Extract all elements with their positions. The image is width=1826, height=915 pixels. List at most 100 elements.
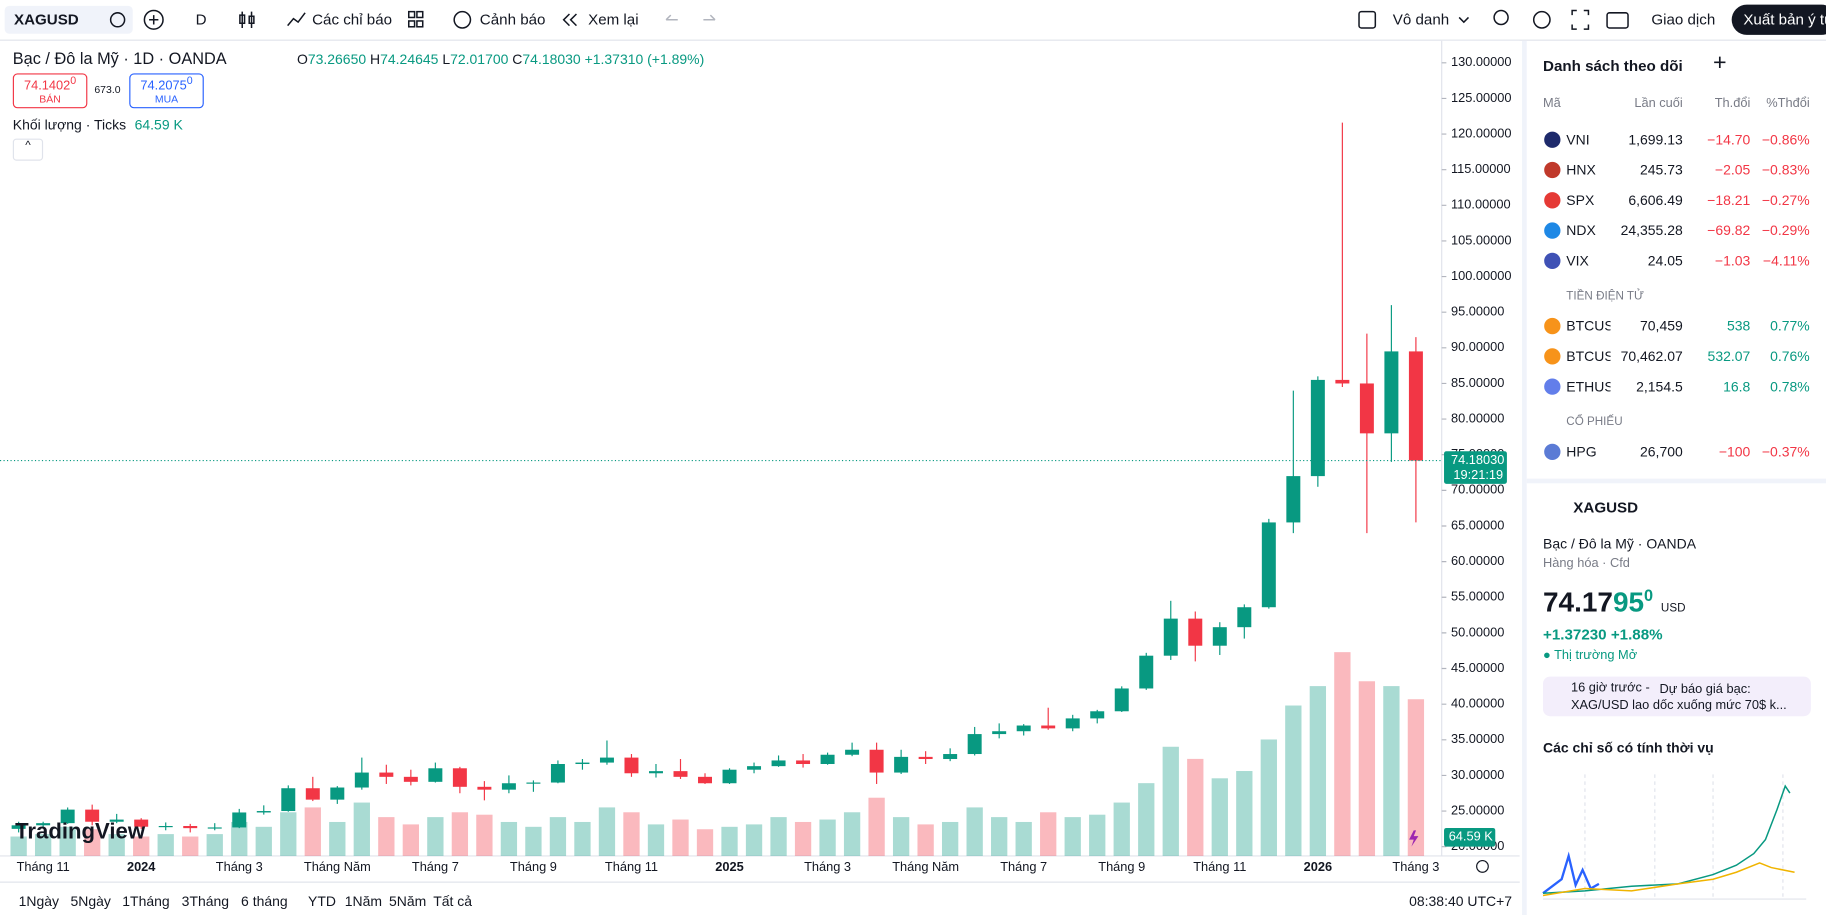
watchlist-row[interactable]: SPX 6,606.49 −18.21 −0.27% (1527, 185, 1826, 215)
g (109, 9, 1629, 30)
volume-bar (108, 834, 125, 856)
symbol-icon (1544, 131, 1561, 148)
range-button[interactable]: 1Năm (344, 893, 382, 910)
candle-body (967, 734, 982, 755)
candle-body (1384, 351, 1399, 434)
cell: 245.73 (1640, 161, 1683, 179)
y-tick-label: 65.00000 (1451, 517, 1504, 532)
candle-body (1016, 725, 1031, 732)
candle-body (599, 757, 614, 763)
watchlist-row[interactable]: ETHUS 2,154.5 16.8 0.78% (1527, 371, 1826, 401)
icon (1606, 12, 1629, 29)
candle-body (526, 782, 541, 784)
range-button[interactable]: YTD (308, 893, 336, 910)
trade[interactable]: Giao dịch (1651, 10, 1716, 28)
icon (703, 14, 716, 21)
cell: −2.05 (1714, 161, 1751, 179)
volume-bar (574, 821, 591, 856)
candle-body (403, 776, 418, 782)
publish-button[interactable] (1731, 4, 1826, 35)
section-label: CỔ PHIẾU (1566, 415, 1623, 429)
watchlist-row[interactable]: BTCUS 70,462.07 532.07 0.76% (1527, 341, 1826, 371)
volume-bar (59, 826, 76, 856)
watchlist-row[interactable]: VNI 1,699.13 −14.70 −0.86% (1527, 125, 1826, 155)
settings-icon[interactable] (1476, 860, 1489, 873)
volume-tag-label: 64.59 K (1449, 829, 1494, 844)
sell-label: BÁN (39, 92, 61, 105)
volume-bar (1211, 778, 1228, 856)
range-button[interactable]: Tất cả (433, 893, 473, 910)
volume-bar (353, 802, 370, 856)
candle-body (1163, 618, 1178, 656)
symbol-icon (1544, 161, 1561, 179)
ticker: VNI (1566, 131, 1590, 148)
volume-bar (1162, 746, 1179, 856)
volume-bar (280, 812, 297, 856)
buy: 74.2075 (140, 78, 187, 93)
volume-bar (34, 834, 52, 856)
publish[interactable]: Xuất bản ý tư (1743, 10, 1826, 28)
watchlist-row[interactable]: NDX 24,355.28 −69.82 −0.29% (1527, 215, 1826, 245)
toolbar-icons (109, 9, 1629, 30)
volume-bar (1358, 681, 1376, 856)
watchlist-row[interactable]: HNX 245.73 −2.05 −0.83% (1527, 155, 1826, 185)
icon (287, 12, 306, 27)
candle-body (183, 826, 198, 829)
icon (1544, 378, 1561, 395)
candle-body (575, 762, 590, 765)
icon (109, 12, 126, 28)
candle-body (1359, 383, 1374, 434)
replay[interactable]: Xem lại (588, 10, 639, 28)
candle-body (1237, 607, 1252, 628)
watchlist-row[interactable]: HPG 26,700 −100 −0.37% (1527, 437, 1826, 467)
candle-body (232, 812, 247, 828)
icon (1532, 10, 1551, 29)
volume-bar (868, 797, 885, 856)
seasonal-line (1542, 862, 1795, 897)
icon (416, 10, 424, 19)
sell-button[interactable]: 74.14020 BÁN (12, 73, 88, 109)
cell: −0.86% (1761, 131, 1810, 148)
volume-bar (794, 821, 812, 856)
volume-bar (770, 817, 787, 856)
volume-bar (1285, 705, 1302, 856)
cell: 26,700 (1640, 443, 1683, 460)
candle-body (1261, 522, 1276, 608)
c-label: C (512, 51, 523, 68)
icon (149, 15, 159, 25)
symbol-box[interactable] (4, 5, 133, 34)
range-button[interactable]: 3Tháng (181, 893, 230, 910)
watchlist-row[interactable]: VIX 24.05 −1.03 −4.11% (1527, 246, 1826, 276)
candle-body (698, 776, 712, 784)
layout[interactable]: Vô danh (1392, 10, 1450, 28)
h-label: H (370, 51, 381, 68)
range-button[interactable]: 5Năm (388, 893, 427, 910)
alert[interactable]: Cảnh báo (479, 10, 546, 28)
watchlist-title[interactable]: Danh sách theo dõi (1543, 57, 1683, 75)
news-card[interactable]: 16 giờ trước - Dự báo giá bạc: XAG/USD l… (1543, 676, 1811, 717)
buy-button[interactable]: 74.20750 MUA (129, 73, 204, 109)
ticker: SPX (1566, 192, 1595, 209)
collapse-button[interactable]: ^ (12, 138, 44, 161)
watchlist-row[interactable]: BTCUS 70,459 538 0.77% (1527, 311, 1826, 341)
add-button[interactable]: + (1713, 50, 1727, 76)
volume-bar (10, 836, 27, 856)
candle-body (85, 809, 100, 822)
range-button[interactable]: 1Ngày (18, 893, 60, 910)
volume-bar (1113, 802, 1130, 856)
indicators[interactable]: Các chỉ báo (312, 10, 393, 28)
volume-value: 64.59 K (134, 116, 183, 133)
cell: 70,462.07 (1620, 348, 1683, 365)
range-button[interactable]: 5Ngày (70, 893, 111, 910)
cell: 24,355.28 (1620, 222, 1683, 239)
range-button[interactable]: 1Tháng (122, 893, 170, 910)
range-button[interactable]: 6 tháng (241, 893, 288, 910)
exchange: OANDA (1646, 535, 1697, 552)
interval[interactable]: D (195, 10, 207, 28)
cell: −1.03 (1714, 252, 1751, 270)
y-tick-label: 125.00000 (1451, 90, 1512, 105)
candle-body (305, 788, 320, 800)
cell: −0.27% (1761, 192, 1810, 209)
candle-body (354, 772, 369, 788)
symbol[interactable]: XAGUSD (13, 10, 79, 28)
